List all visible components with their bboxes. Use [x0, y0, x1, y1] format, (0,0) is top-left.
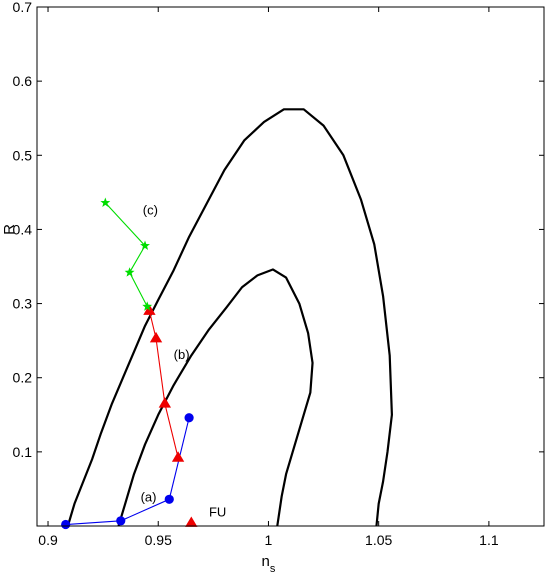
annotation-label: (b) [174, 347, 190, 362]
series-3-point [142, 301, 153, 311]
y-axis-label: R [1, 224, 18, 235]
series-3-point [140, 240, 150, 250]
x-tick-label: 1.1 [479, 532, 499, 548]
series-line-2 [148, 310, 179, 458]
series-2-point [158, 397, 172, 408]
contour-outer [66, 108, 393, 527]
series-2-point [149, 331, 163, 343]
y-tick-label: 0.6 [13, 73, 33, 89]
y-tick-label: 0.4 [13, 221, 33, 237]
ticks-layer: 0.9 0.95 1 1.05 1.1 0.1 0.2 0.3 0.4 0.5 0.6 0.7 [13, 0, 544, 548]
y-tick-label: 0.3 [13, 296, 33, 312]
annotations-layer: (a) (b) (c) FU [141, 203, 227, 520]
series-2-point [171, 451, 185, 462]
y-tick-label: 0.7 [13, 0, 33, 15]
fu-point [185, 516, 198, 527]
series-1-point [61, 519, 71, 530]
plot-frame [36, 6, 545, 527]
y-tick-label: 0.1 [13, 444, 33, 460]
series-3-point [124, 267, 135, 277]
x-tick-label: 0.95 [145, 532, 172, 548]
x-tick-label: 1 [265, 532, 273, 548]
annotation-label: FU [209, 504, 226, 519]
series-1-point [184, 413, 194, 423]
y-tick-label: 0.2 [13, 370, 33, 386]
x-axis-label: ns [262, 553, 276, 572]
x-tick-label: 0.9 [38, 532, 58, 548]
x-tick-label: 1.05 [365, 532, 392, 548]
axes-layer [36, 6, 545, 527]
series-line-3 [104, 202, 148, 307]
series-1-point [116, 516, 126, 526]
contours-layer [66, 108, 393, 527]
x-axis-label-sub: s [270, 563, 276, 572]
series-line-1 [65, 417, 190, 526]
y-tick-label: 0.5 [13, 147, 33, 163]
series-layer [61, 197, 198, 530]
contour-inner [117, 268, 314, 527]
series-3-point [100, 197, 111, 207]
annotation-label: (a) [141, 490, 157, 505]
annotation-label: (c) [143, 203, 158, 218]
series-1-point [164, 494, 174, 504]
x-axis-label-main: n [262, 553, 270, 570]
